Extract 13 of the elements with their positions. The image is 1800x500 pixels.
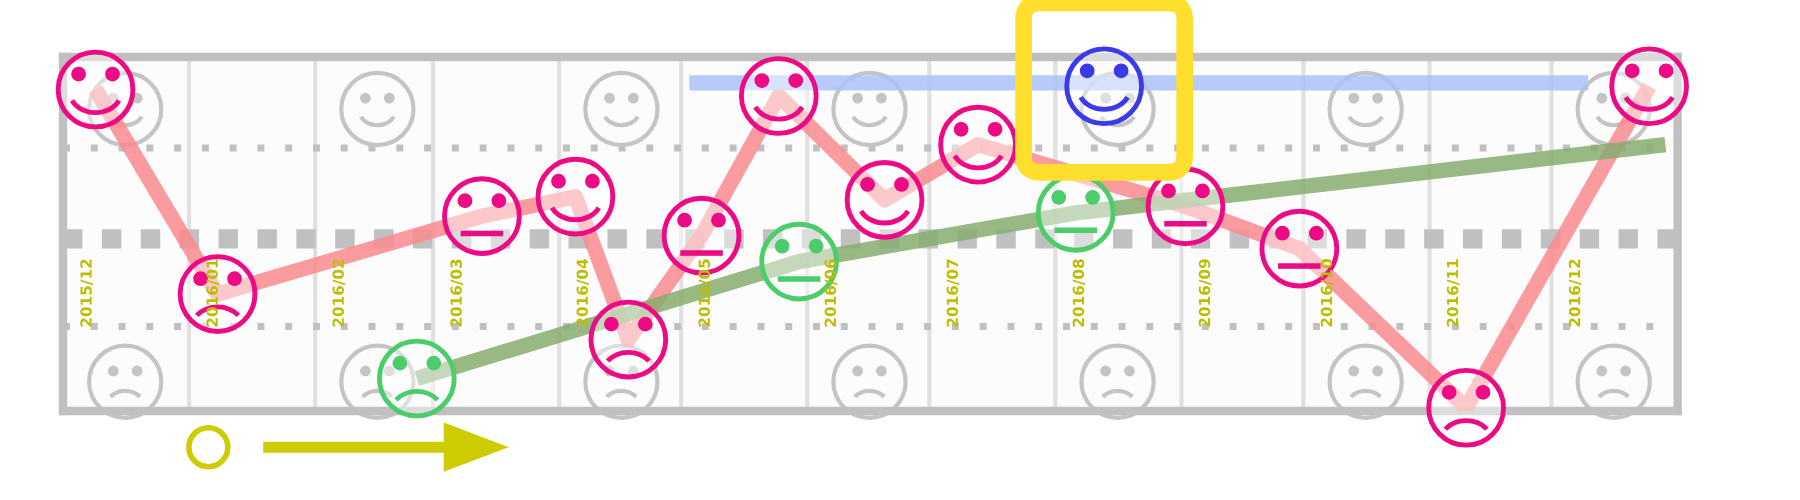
x-tick-label: 2016/04 bbox=[576, 259, 590, 327]
x-tick-label: 2016/09 bbox=[1198, 259, 1212, 327]
x-tick-label: 2016/03 bbox=[450, 259, 464, 327]
x-tick-label: 2016/06 bbox=[824, 259, 838, 327]
x-tick-label: 2016/12 bbox=[1568, 259, 1582, 327]
x-tick-label: 2016/08 bbox=[1072, 259, 1086, 327]
x-tick-label: 2016/10 bbox=[1320, 259, 1334, 327]
x-tick-label: 2015/12 bbox=[80, 259, 94, 327]
x-tick-label: 2016/02 bbox=[332, 259, 346, 327]
x-tick-label: 2016/05 bbox=[698, 259, 712, 327]
x-tick-label: 2016/01 bbox=[206, 259, 220, 327]
x-tick-label: 2016/11 bbox=[1446, 259, 1460, 327]
x-tick-label: 2016/07 bbox=[946, 259, 960, 327]
